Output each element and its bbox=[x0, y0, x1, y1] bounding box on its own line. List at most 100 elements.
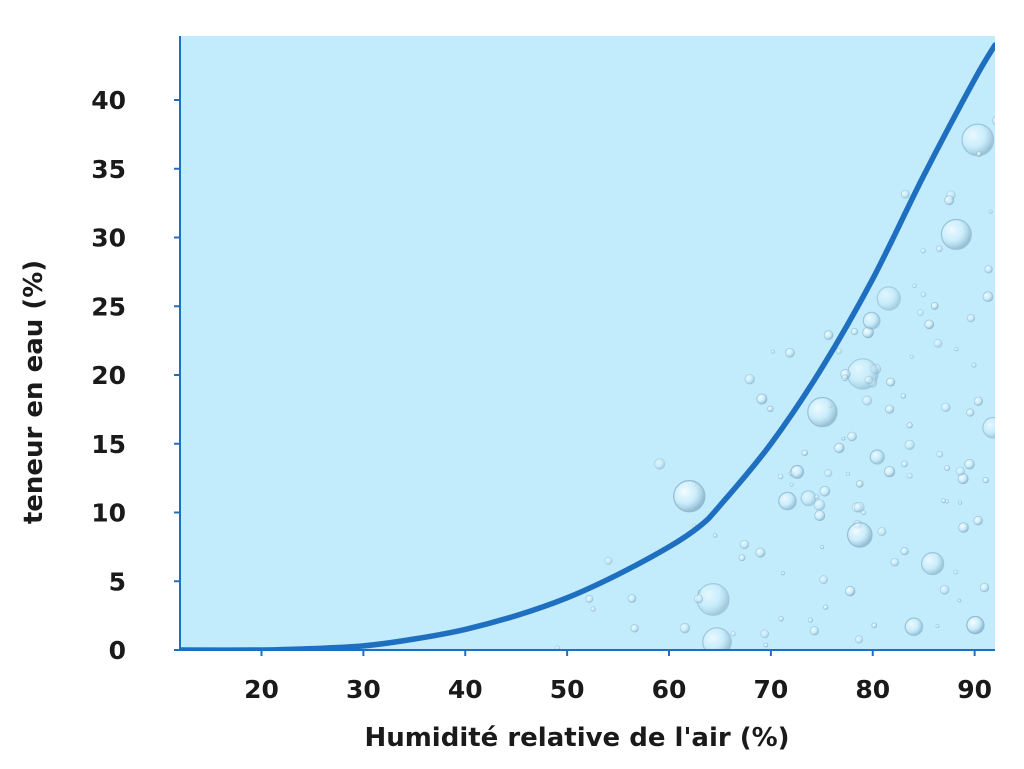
water-droplet bbox=[755, 547, 766, 558]
water-droplet bbox=[936, 245, 943, 253]
water-droplet bbox=[819, 485, 831, 497]
water-droplet bbox=[835, 348, 843, 355]
water-droplet bbox=[854, 635, 864, 644]
water-droplet bbox=[944, 465, 951, 471]
tick-labels: 0 5 10 15 20 25 30 35 40 20 30 40 50 60 70 80 90 bbox=[91, 86, 992, 704]
water-droplet bbox=[912, 283, 917, 289]
series-layer bbox=[180, 42, 995, 650]
water-droplet bbox=[702, 627, 732, 650]
water-droplet bbox=[935, 624, 940, 629]
water-droplet bbox=[954, 347, 959, 352]
water-droplet bbox=[900, 547, 909, 556]
water-droplet bbox=[814, 510, 826, 521]
water-droplet bbox=[585, 595, 594, 603]
water-droplet bbox=[862, 395, 873, 406]
water-droplet bbox=[904, 617, 924, 637]
water-droplet bbox=[920, 248, 926, 254]
water-droplet bbox=[901, 460, 908, 468]
water-droplet bbox=[886, 377, 896, 387]
water-droplet bbox=[555, 645, 560, 650]
water-droplet bbox=[850, 328, 859, 336]
water-droplet bbox=[909, 354, 914, 359]
water-droplet bbox=[890, 557, 900, 567]
water-droplet bbox=[744, 374, 755, 385]
y-tick-label: 40 bbox=[91, 86, 126, 115]
water-droplet bbox=[856, 480, 864, 488]
water-droplet bbox=[939, 584, 950, 595]
water-droplet bbox=[885, 404, 895, 414]
water-droplet bbox=[953, 569, 959, 575]
water-droplet bbox=[920, 291, 927, 298]
water-droplet bbox=[936, 450, 944, 458]
water-droplet bbox=[900, 393, 907, 399]
water-droplet bbox=[778, 616, 784, 622]
water-droplet bbox=[627, 594, 637, 603]
water-droplet bbox=[813, 499, 826, 511]
water-droplet bbox=[823, 604, 829, 610]
water-droplet bbox=[777, 473, 784, 480]
water-droplet bbox=[604, 556, 613, 565]
water-droplet bbox=[884, 466, 896, 478]
water-droplet bbox=[864, 375, 873, 385]
water-droplet bbox=[906, 472, 913, 479]
water-droplet bbox=[966, 615, 985, 635]
water-droplet bbox=[630, 624, 639, 633]
water-droplet bbox=[694, 594, 704, 604]
water-droplet bbox=[853, 501, 865, 513]
y-tick-label: 35 bbox=[91, 155, 126, 184]
water-droplet bbox=[847, 431, 857, 442]
y-tick-label: 0 bbox=[109, 636, 126, 665]
water-droplet bbox=[955, 466, 966, 476]
water-droplet bbox=[869, 449, 885, 465]
water-droplet bbox=[966, 314, 976, 323]
water-droplet bbox=[712, 533, 718, 538]
water-droplet bbox=[982, 291, 994, 303]
water-droplet bbox=[982, 416, 995, 439]
water-droplet bbox=[966, 408, 975, 417]
water-droplet bbox=[930, 302, 939, 310]
water-droplet bbox=[809, 626, 820, 636]
water-droplet bbox=[807, 396, 838, 428]
water-droplet bbox=[992, 116, 995, 126]
water-droplet bbox=[958, 500, 963, 505]
water-droplet bbox=[824, 469, 833, 478]
water-droplet bbox=[920, 551, 945, 576]
water-droplet bbox=[957, 598, 962, 603]
x-tick-label: 30 bbox=[346, 675, 381, 704]
water-droplet bbox=[846, 522, 873, 548]
water-droplet bbox=[819, 575, 828, 585]
water-droplet bbox=[789, 482, 794, 487]
x-tick-label: 70 bbox=[753, 675, 788, 704]
water-droplet bbox=[973, 515, 983, 526]
water-droplet bbox=[933, 338, 943, 348]
water-droplet bbox=[900, 189, 910, 199]
x-axis-title: Humidité relative de l'air (%) bbox=[364, 723, 789, 753]
water-droplet bbox=[767, 405, 774, 412]
y-tick-label: 15 bbox=[91, 430, 126, 459]
x-tick-label: 60 bbox=[652, 675, 687, 704]
water-droplet bbox=[982, 477, 989, 484]
y-axis-title: teneur en eau (%) bbox=[19, 260, 49, 524]
water-droplet bbox=[944, 195, 955, 206]
water-droplet bbox=[814, 494, 820, 500]
water-droplet bbox=[871, 622, 878, 629]
water-droplet bbox=[877, 527, 887, 537]
x-tick-label: 40 bbox=[448, 675, 483, 704]
water-droplet bbox=[730, 631, 736, 637]
water-droplet bbox=[861, 510, 867, 516]
water-droplet bbox=[739, 539, 750, 550]
water-droplet bbox=[964, 459, 975, 470]
water-droplet bbox=[654, 458, 666, 470]
water-droplet bbox=[924, 319, 935, 330]
water-droplet bbox=[876, 286, 902, 311]
water-droplet bbox=[979, 582, 990, 593]
water-droplet bbox=[906, 422, 913, 429]
water-droplet bbox=[738, 554, 746, 562]
water-droplet bbox=[845, 471, 850, 476]
water-droplets-decoration bbox=[555, 116, 995, 650]
water-droplet bbox=[941, 402, 951, 412]
y-tick-label: 10 bbox=[91, 499, 126, 528]
water-droplet bbox=[841, 436, 846, 441]
water-droplet bbox=[807, 617, 814, 623]
